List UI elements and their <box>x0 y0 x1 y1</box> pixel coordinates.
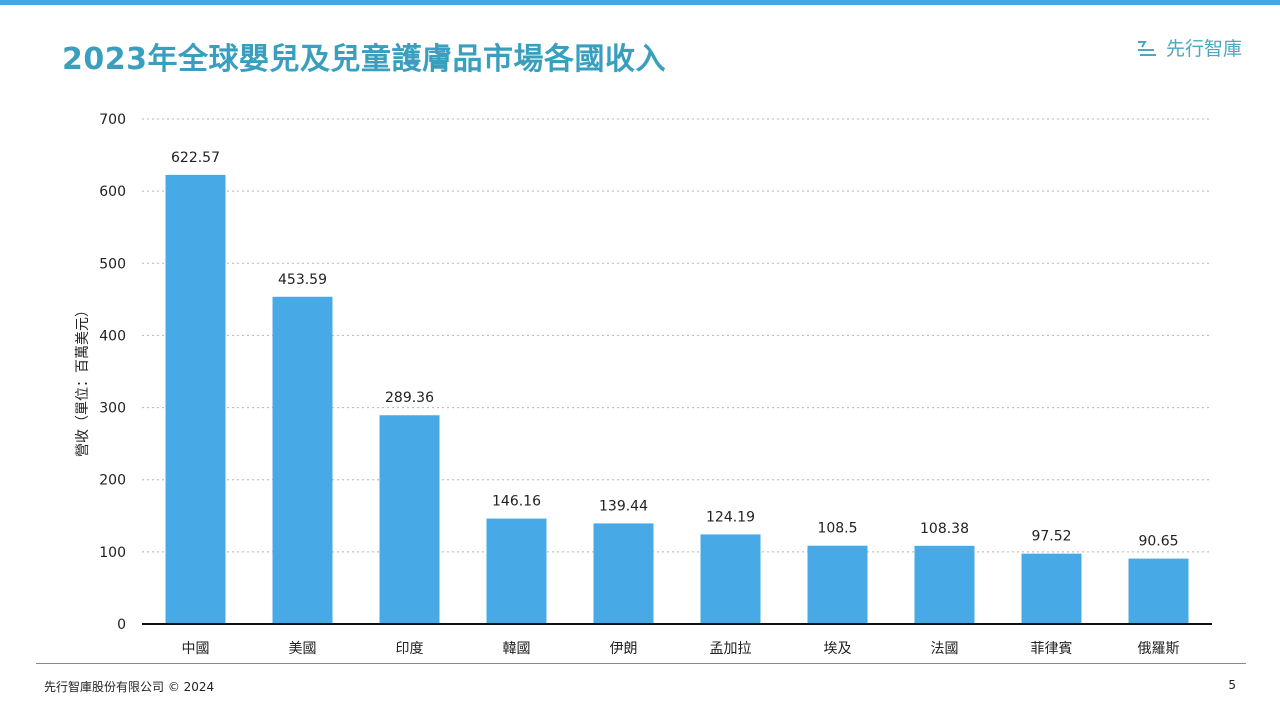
bar <box>1128 558 1189 624</box>
data-label: 124.19 <box>706 509 755 525</box>
y-tick-label: 500 <box>99 256 126 272</box>
bar <box>379 415 440 624</box>
data-label: 289.36 <box>385 390 434 406</box>
x-tick-label: 法國 <box>931 641 959 657</box>
data-label: 97.52 <box>1031 529 1071 545</box>
y-tick-label: 400 <box>99 328 126 344</box>
bar <box>807 545 868 624</box>
data-label: 108.38 <box>920 521 969 537</box>
y-tick-label: 100 <box>99 545 126 561</box>
y-tick-label: 300 <box>99 401 126 417</box>
x-tick-label: 菲律賓 <box>1031 640 1073 657</box>
x-tick-label: 埃及 <box>824 641 852 657</box>
data-label: 90.65 <box>1138 534 1178 550</box>
x-tick-label: 孟加拉 <box>710 641 752 657</box>
data-label: 139.44 <box>599 498 648 514</box>
bar <box>486 518 547 624</box>
bar <box>272 296 333 624</box>
footer-copyright: 先行智庫股份有限公司 © 2024 <box>44 680 215 694</box>
y-tick-label: 0 <box>117 617 126 633</box>
data-label: 108.5 <box>817 521 857 537</box>
footer-divider <box>36 663 1246 664</box>
bar <box>700 534 761 624</box>
x-tick-label: 中國 <box>182 641 210 657</box>
x-tick-label: 美國 <box>289 641 317 657</box>
brand-name: 先行智庫 <box>1165 38 1242 60</box>
data-label: 453.59 <box>278 272 327 288</box>
bar <box>593 523 654 624</box>
top-accent-bar <box>0 0 1280 5</box>
bar <box>1021 553 1082 624</box>
y-tick-label: 700 <box>99 112 126 128</box>
brand-logo: 先行智庫 <box>1136 34 1242 61</box>
page-number: 5 <box>1228 678 1236 692</box>
y-tick-label: 600 <box>99 184 126 200</box>
x-tick-label: 俄羅斯 <box>1138 641 1180 657</box>
x-tick-label: 印度 <box>396 641 424 657</box>
data-label: 146.16 <box>492 494 541 510</box>
bar <box>914 545 975 624</box>
x-tick-label: 伊朗 <box>610 641 638 657</box>
page-title: 2023年全球嬰兒及兒童護膚品市場各國收入 <box>62 42 666 77</box>
data-label: 622.57 <box>171 150 220 166</box>
y-tick-label: 200 <box>99 473 126 489</box>
bar <box>165 174 226 624</box>
x-tick-label: 韓國 <box>503 641 531 657</box>
brand-mark-icon <box>1137 40 1156 56</box>
